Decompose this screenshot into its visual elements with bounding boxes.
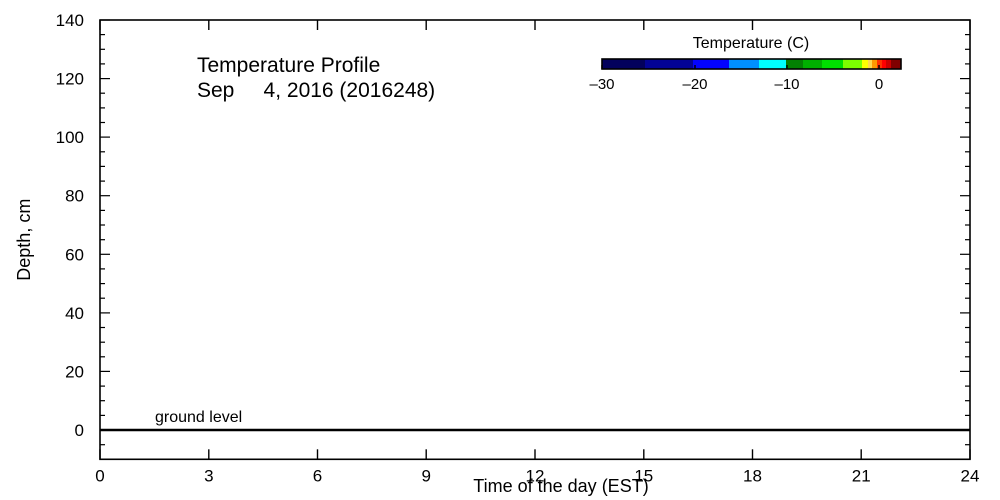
svg-text:Temperature Profile: Temperature Profile (197, 54, 380, 77)
svg-text:6: 6 (313, 466, 322, 485)
svg-text:24: 24 (961, 466, 980, 485)
svg-text:100: 100 (56, 128, 84, 147)
svg-text:Sep 4, 2016 (2016248): Sep 4, 2016 (2016248) (197, 79, 435, 102)
svg-text:–30: –30 (589, 76, 614, 93)
svg-text:0: 0 (75, 421, 84, 440)
svg-text:9: 9 (421, 466, 430, 485)
svg-text:0: 0 (875, 76, 883, 93)
svg-text:120: 120 (56, 70, 84, 89)
svg-text:Time of the day (EST): Time of the day (EST) (473, 476, 648, 496)
svg-text:20: 20 (65, 362, 84, 381)
svg-text:–10: –10 (774, 76, 799, 93)
svg-text:18: 18 (743, 466, 762, 485)
svg-text:–20: –20 (682, 76, 707, 93)
svg-text:ground level: ground level (155, 409, 242, 426)
svg-text:21: 21 (852, 466, 871, 485)
svg-text:140: 140 (56, 11, 84, 30)
svg-text:60: 60 (65, 245, 84, 264)
svg-text:Temperature (C): Temperature (C) (693, 35, 809, 52)
svg-text:Depth, cm: Depth, cm (14, 199, 34, 281)
svg-text:40: 40 (65, 304, 84, 323)
svg-text:3: 3 (204, 466, 213, 485)
svg-text:0: 0 (95, 466, 104, 485)
svg-text:80: 80 (65, 187, 84, 206)
